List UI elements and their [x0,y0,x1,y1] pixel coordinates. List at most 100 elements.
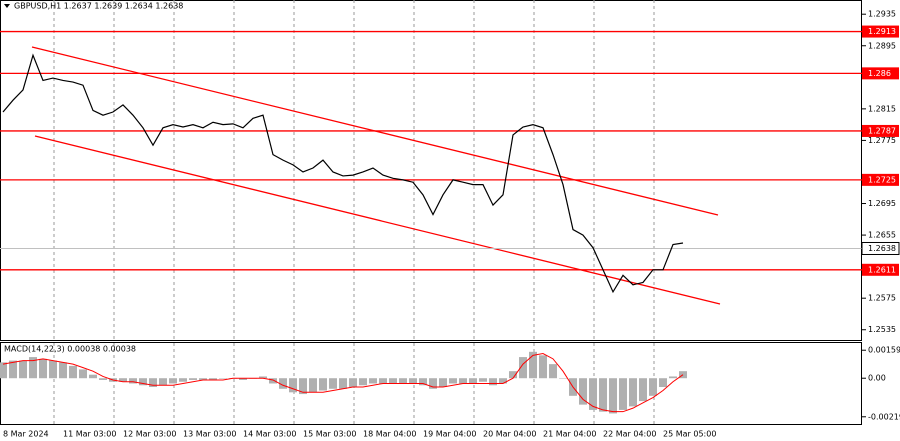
x-tick-label: 15 Mar 03:00 [303,430,356,439]
x-tick-label: 18 Mar 04:00 [363,430,416,439]
macd-bar [99,378,107,380]
x-tick-label: 12 Mar 03:00 [123,430,176,439]
macd-bar [379,378,387,384]
macd-bar [409,378,417,384]
macd-bar [89,374,97,379]
y-tick-label: 1.2935 [868,10,896,19]
macd-bar [239,378,247,380]
level-label: 1.2787 [868,126,896,135]
macd-bar [659,378,667,388]
last-price-label: 1.2638 [868,244,896,253]
y-tick-label: -0.00219 [868,412,900,421]
macd-bar [439,378,447,388]
macd-bar [9,360,17,379]
macd-bar [219,378,227,379]
level-label: 1.2913 [868,27,896,36]
y-tick-label: 1.2655 [868,231,896,240]
x-tick-label: 8 Mar 2024 [3,430,49,439]
macd-bar [309,378,317,393]
x-tick-label: 13 Mar 03:00 [183,430,236,439]
macd-bar [189,378,197,380]
macd-bar [609,378,617,414]
macd-bar [149,378,157,388]
macd-bar [619,378,627,410]
macd-bar [559,378,567,379]
macd-bar [389,378,397,384]
macd-bar [319,378,327,391]
macd-header: MACD(14,22,3) 0.00038 0.00038 [4,345,136,354]
grid [53,0,655,424]
x-tick-label: 14 Mar 03:00 [243,430,296,439]
macd-bar [179,378,187,382]
macd-bar [649,378,657,396]
macd-bar [629,378,637,407]
macd-bar [199,378,207,380]
macd-bar [519,357,527,379]
level-label-box [862,25,899,38]
level-label-box [862,263,899,276]
y-tick-label: 0.00159 [868,346,900,355]
macd-bar [329,378,337,389]
macd-bar [479,378,487,382]
macd-bar [669,376,677,379]
signal-line [2,353,684,413]
macd-bar [69,365,77,379]
macd-bar [279,378,287,389]
macd-bar [119,378,127,382]
y-tick-label: 1.2695 [868,199,896,208]
y-tick-label: 1.2895 [868,41,896,50]
y-tick-label: 1.2575 [868,294,896,303]
macd-bar [449,378,457,384]
macd-bar [639,378,647,402]
macd-bar [19,360,27,379]
macd-bar [129,378,137,384]
macd-bar [39,358,47,379]
x-tick-label: 25 Mar 05:00 [663,430,716,439]
menu-icon[interactable] [4,4,10,8]
macd-bar [399,378,407,384]
macd-bar [529,351,537,379]
level-label-box [862,173,899,186]
macd-bar [269,378,277,384]
macd-bar [599,378,607,412]
x-tick-label: 20 Mar 04:00 [483,430,536,439]
macd-bar [509,371,517,379]
macd-bar [169,378,177,384]
macd-bar [349,378,357,388]
macd-bar [539,355,547,379]
macd-bar [49,360,57,379]
macd-bar [359,378,367,386]
level-label: 1.2611 [868,265,896,274]
macd-bar [489,378,497,386]
macd-bar [79,369,87,379]
symbol-header: GBPUSD,H1 1.2637 1.2639 1.2634 1.2638 [14,2,183,11]
level-label-box [862,67,899,80]
y-tick-label: 0.00 [868,374,886,383]
macd-bar [209,378,217,380]
level-label: 1.286 [868,69,891,78]
x-tick-label: 19 Mar 04:00 [423,430,476,439]
last-price-box [861,241,900,255]
x-tick-label: 21 Mar 04:00 [543,430,596,439]
macd-bar [59,362,67,379]
macd-bar [159,378,167,386]
macd-bar [579,378,587,405]
y-tick-label: 1.2775 [868,136,896,145]
macd-bar [419,378,427,386]
x-tick-label: 11 Mar 03:00 [63,430,116,439]
macd-bar [339,378,347,389]
macd-bar [429,378,437,389]
level-label: 1.2725 [868,175,896,184]
macd-bar [469,378,477,384]
level-label-box [862,124,899,137]
lower-channel-line [34,135,721,305]
macd-bar [0,362,7,379]
y-tick-label: 1.2815 [868,104,896,113]
x-tick-label: 22 Mar 04:00 [603,430,656,439]
main-frame [0,0,862,341]
macd-frame [0,342,862,425]
macd-bar [259,376,267,379]
macd-bar [369,378,377,384]
macd-bar [459,378,467,384]
